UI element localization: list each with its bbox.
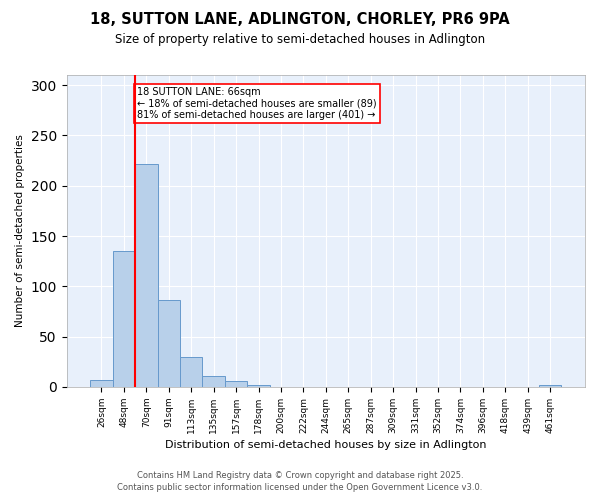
Text: Contains public sector information licensed under the Open Government Licence v3: Contains public sector information licen… [118,484,482,492]
Bar [180,357,202,387]
Text: 18, SUTTON LANE, ADLINGTON, CHORLEY, PR6 9PA: 18, SUTTON LANE, ADLINGTON, CHORLEY, PR6… [90,12,510,28]
Bar [135,164,158,387]
X-axis label: Distribution of semi-detached houses by size in Adlington: Distribution of semi-detached houses by … [165,440,487,450]
Bar [202,376,225,387]
Text: Contains HM Land Registry data © Crown copyright and database right 2025.: Contains HM Land Registry data © Crown c… [137,471,463,480]
Bar [113,251,135,387]
Bar [247,385,270,387]
Text: Size of property relative to semi-detached houses in Adlington: Size of property relative to semi-detach… [115,32,485,46]
Bar [158,300,180,387]
Bar [539,385,562,387]
Text: 18 SUTTON LANE: 66sqm
← 18% of semi-detached houses are smaller (89)
81% of semi: 18 SUTTON LANE: 66sqm ← 18% of semi-deta… [137,87,377,120]
Bar [90,380,113,387]
Y-axis label: Number of semi-detached properties: Number of semi-detached properties [15,134,25,328]
Bar [225,381,247,387]
